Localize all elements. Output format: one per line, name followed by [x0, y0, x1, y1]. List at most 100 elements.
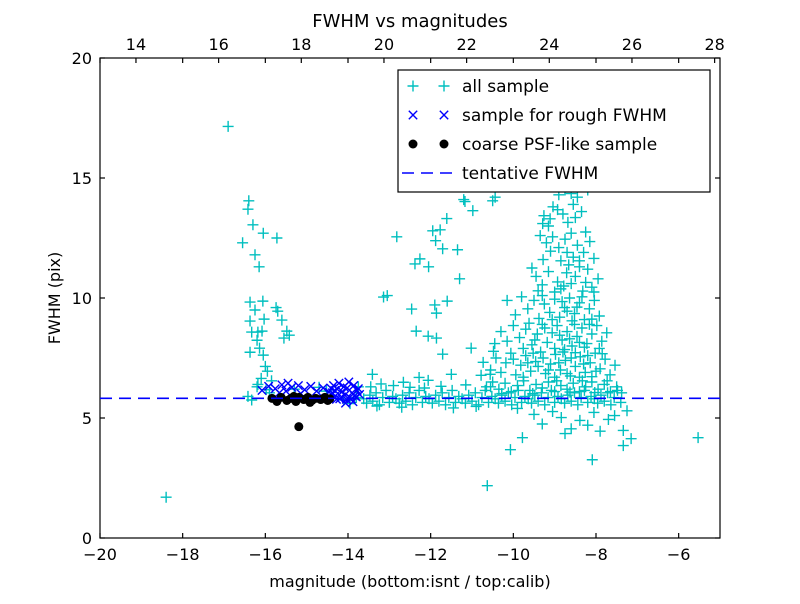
scatter-point-plus	[366, 368, 378, 380]
y-tick-label: 15	[72, 169, 92, 188]
x-tick-label-top: 28	[704, 35, 724, 54]
legend-label-tentative-fwhm: tentative FWHM	[462, 164, 598, 184]
scatter-point-plus	[514, 332, 526, 344]
x-tick-label-bottom: −10	[496, 545, 530, 564]
scatter-point-plus	[576, 322, 588, 334]
x-tick-label-top: 24	[539, 35, 559, 54]
scatter-point-plus	[523, 317, 535, 329]
scatter-point-plus	[423, 261, 435, 273]
scatter-point-plus	[516, 432, 528, 444]
scatter-point-x	[277, 380, 287, 390]
scatter-point-plus	[487, 376, 499, 388]
scatter-point-plus	[441, 213, 453, 225]
scatter-point-plus	[515, 359, 527, 371]
scatter-point-plus	[578, 341, 590, 353]
scatter-point-plus	[572, 399, 584, 411]
scatter-point-plus	[489, 338, 501, 350]
scatter-point-plus	[549, 342, 561, 354]
scatter-point-plus	[251, 334, 263, 346]
scatter-point-plus	[487, 345, 499, 357]
legend-label-all-sample: all sample	[462, 77, 549, 97]
scatter-point-plus	[244, 296, 256, 308]
series-all-sample	[160, 120, 704, 503]
scatter-point-plus	[481, 480, 493, 492]
scatter-point-plus	[604, 369, 616, 381]
series-coarse-psf	[267, 391, 335, 432]
scatter-point-plus	[601, 327, 613, 339]
scatter-point-plus	[249, 304, 261, 316]
scatter-point-plus	[283, 329, 295, 341]
scatter-point-plus	[465, 342, 477, 354]
scatter-point-plus	[545, 384, 557, 396]
scatter-point-plus	[557, 208, 569, 220]
scatter-point-plus	[586, 281, 598, 293]
scatter-point-plus	[413, 371, 425, 383]
scatter-point-plus	[441, 295, 453, 307]
scatter-point-plus	[578, 384, 590, 396]
scatter-point-plus	[554, 364, 566, 376]
scatter-point-plus	[549, 396, 561, 408]
scatter-point-plus	[611, 384, 623, 396]
y-tick-label: 0	[82, 529, 92, 548]
scatter-point-plus	[520, 323, 532, 335]
scatter-point-plus	[617, 424, 629, 436]
scatter-point-plus	[561, 326, 573, 338]
scatter-point-plus	[437, 348, 449, 360]
scatter-point-plus	[561, 368, 573, 380]
scatter-point-plus	[393, 397, 405, 409]
scatter-point-plus	[446, 384, 458, 396]
scatter-point-plus	[563, 259, 575, 271]
scatter-point-plus	[406, 303, 418, 315]
x-tick-label-bottom: −14	[331, 545, 365, 564]
scatter-point-plus	[430, 235, 442, 247]
scatter-point-plus	[576, 206, 588, 218]
scatter-point-plus	[599, 353, 611, 365]
scatter-series	[160, 120, 704, 503]
scatter-point-plus	[253, 261, 265, 273]
scatter-point-plus	[259, 360, 271, 372]
scatter-point-plus	[542, 376, 554, 388]
scatter-point-plus	[586, 328, 598, 340]
scatter-point-plus	[559, 428, 571, 440]
scatter-point-x	[344, 377, 354, 387]
scatter-point-plus	[537, 218, 549, 230]
scatter-point-plus	[469, 387, 481, 399]
scatter-point-plus	[588, 406, 600, 418]
scatter-point-plus	[551, 320, 563, 332]
scatter-point-plus	[242, 203, 254, 215]
scatter-point-plus	[237, 237, 249, 249]
scatter-point-dot	[294, 422, 304, 432]
scatter-point-plus	[617, 440, 629, 452]
scatter-point-plus	[452, 244, 464, 256]
scatter-point-plus	[596, 335, 608, 347]
scatter-point-plus	[569, 347, 581, 359]
scatter-point-plus	[258, 313, 270, 325]
scatter-point-plus	[404, 381, 416, 393]
scatter-point-plus	[582, 396, 594, 408]
scatter-point-plus	[499, 377, 511, 389]
scatter-point-plus	[370, 387, 382, 399]
scatter-point-plus	[422, 330, 434, 342]
scatter-point-plus	[375, 378, 387, 390]
x-tick-label-top: 14	[126, 35, 146, 54]
scatter-point-plus	[621, 405, 633, 417]
scatter-point-plus	[590, 365, 602, 377]
scatter-point-plus	[492, 397, 504, 409]
scatter-point-plus	[510, 369, 522, 381]
scatter-point-plus	[391, 231, 403, 243]
scatter-point-plus	[584, 236, 596, 248]
scatter-point-plus	[507, 353, 519, 365]
y-tick-label: 10	[72, 289, 92, 308]
scatter-point-plus	[546, 314, 558, 326]
scatter-point-plus	[536, 290, 548, 302]
scatter-point-plus	[559, 397, 571, 409]
scatter-point-plus	[609, 410, 621, 422]
scatter-point-dot	[439, 139, 449, 149]
scatter-point-plus	[569, 270, 581, 282]
scatter-point-plus	[526, 397, 538, 409]
scatter-point-plus	[537, 254, 549, 266]
scatter-point-plus	[578, 358, 590, 370]
scatter-point-plus	[518, 375, 530, 387]
scatter-point-plus	[414, 253, 426, 265]
